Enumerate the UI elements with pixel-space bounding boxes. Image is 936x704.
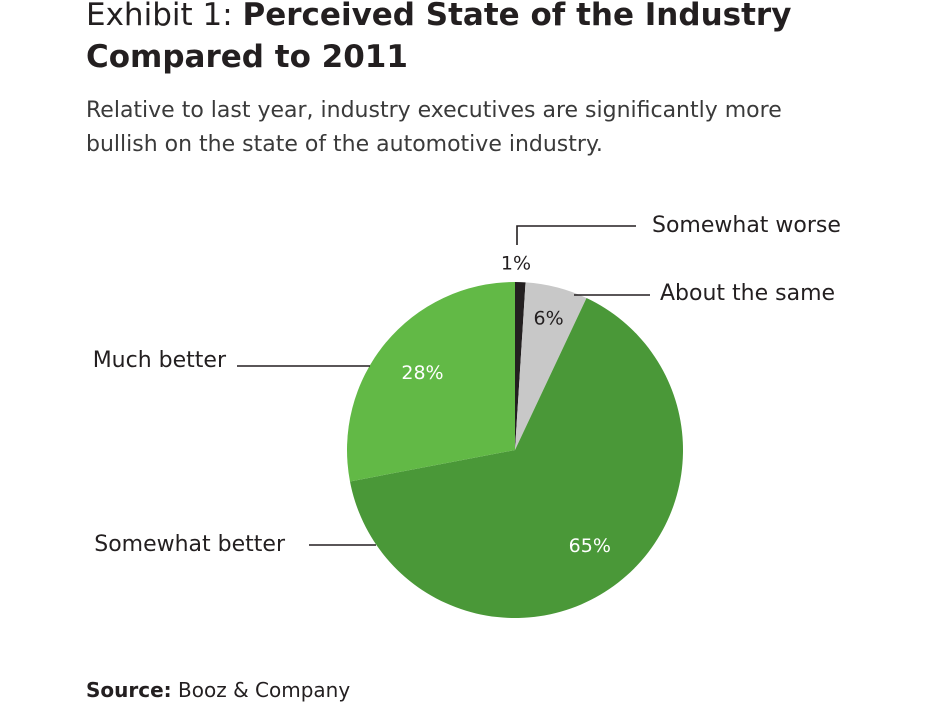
chart-title: Exhibit 1: Perceived State of the Indust… <box>86 0 791 78</box>
subtitle-line1: Relative to last year, industry executiv… <box>86 98 782 123</box>
title-bold-line1: Perceived State of the Industry <box>242 0 792 33</box>
category-labels: Somewhat worse About the same Somewhat bet… <box>93 213 841 557</box>
title-prefix: Exhibit 1: <box>86 0 243 33</box>
leader-lines <box>237 225 650 546</box>
value-label-somewhat-worse: 1% <box>501 253 531 275</box>
value-labels: 1% 6% 65% 28% <box>401 253 611 557</box>
value-label-much-better: 28% <box>401 362 443 384</box>
source-label: Source: <box>86 678 172 702</box>
value-label-somewhat-better: 65% <box>569 535 611 557</box>
pie-slice-somewhat-better <box>349 297 684 619</box>
pie-slice-about-the-same <box>515 282 587 450</box>
pie-slices <box>347 282 684 619</box>
category-label-much-better: Much better <box>93 348 227 373</box>
pie-slice-somewhat-worse <box>515 282 526 450</box>
category-label-somewhat-worse: Somewhat worse <box>652 213 841 238</box>
source-note: Source: Booz & Company <box>86 676 350 704</box>
category-label-about-the-same: About the same <box>660 281 835 306</box>
pie-slice-much-better <box>347 282 515 482</box>
subtitle-line2: bullish on the state of the automotive i… <box>86 132 603 157</box>
source-text: Booz & Company <box>171 678 351 702</box>
title-bold-line2: Compared to 2011 <box>86 39 408 75</box>
value-label-about-the-same: 6% <box>534 308 564 330</box>
category-label-somewhat-better: Somewhat better <box>94 532 286 557</box>
leader-line-somewhat-worse <box>516 225 636 245</box>
chart-subtitle: Relative to last year, industry executiv… <box>86 94 782 162</box>
